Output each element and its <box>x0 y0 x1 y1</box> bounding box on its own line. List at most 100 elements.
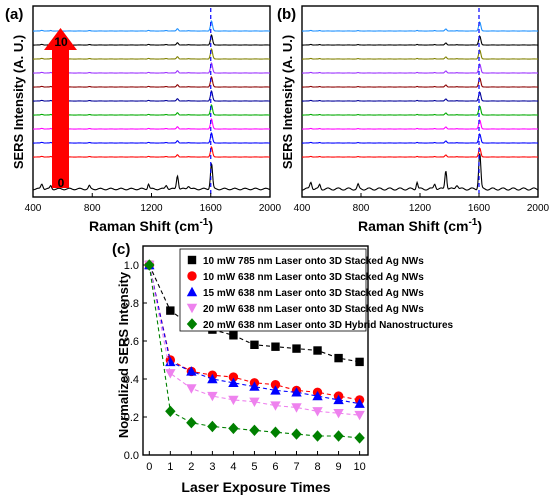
series-3-point-3 <box>207 391 218 402</box>
series-4-point-10 <box>354 432 365 444</box>
panel-c: (c) 0 1 2 3 4 5 6 7 8 9 10 0.0 0.2 0.4 0.6 0.8 1.0 10 mW… <box>112 241 454 495</box>
arrow-top-label: 10 <box>54 35 68 49</box>
series-4-point-4 <box>228 422 239 435</box>
series-2-point-5 <box>249 381 260 391</box>
spectrum-line-0 <box>302 153 539 191</box>
panel-b-xticks: 400 800 1200 1600 2000 <box>294 193 550 214</box>
series-4-point-6 <box>270 426 281 438</box>
series-2-point-9 <box>333 394 344 405</box>
legend-label-2: 15 mW 638 nm Laser onto 3D Stacked Ag NW… <box>203 288 424 299</box>
panel-c-ylabel: Normalized SERS Intensity <box>116 271 131 438</box>
series-2-point-6 <box>270 385 281 395</box>
arrow-head <box>44 28 77 50</box>
series-4-point-8 <box>312 430 323 442</box>
series-4-point-2 <box>186 417 197 429</box>
series-4-point-7 <box>291 428 302 440</box>
spectrum-line-0 <box>33 163 271 191</box>
spectrum-line-3 <box>33 117 270 130</box>
spectrum-line-4 <box>33 103 270 116</box>
series-2-point-2 <box>186 366 197 376</box>
panel-c-xtick-label-4: 4 <box>230 461 236 473</box>
panel-c-ytick-label-3: 0.6 <box>124 336 139 348</box>
panel-c-label: (c) <box>112 241 130 258</box>
panel-c-ytick-label-2: 0.4 <box>124 374 139 386</box>
panel-b-xlabel-end: ) <box>477 218 482 234</box>
panel-b: (b) 400 800 1200 1600 2000 SERS Intensity (A… <box>277 5 550 234</box>
series-0-point-8 <box>313 346 322 355</box>
panel-a-xtick-label-0: 400 <box>25 203 42 214</box>
series-0-point-4 <box>229 331 238 340</box>
spectrum-line-7 <box>33 61 270 74</box>
series-3-point-1 <box>165 369 176 379</box>
legend-label-0: 10 mW 785 nm Laser onto 3D Stacked Ag NW… <box>203 256 424 267</box>
panel-a-xtick-label-4: 2000 <box>259 203 282 214</box>
panel-b-xtick-label-2: 1200 <box>409 203 432 214</box>
series-3-point-7 <box>291 403 302 413</box>
spectrum-line-3 <box>302 118 538 130</box>
series-0-point-9 <box>334 353 343 363</box>
series-2-point-8 <box>312 390 323 401</box>
panel-b-xlabel-main: Raman Shift (cm <box>358 218 468 234</box>
series-3-point-5 <box>249 397 260 407</box>
legend-marker-4 <box>186 318 198 330</box>
spectrum-line-1 <box>33 145 270 158</box>
panel-a-xlabel-end: ) <box>208 218 213 234</box>
series-3-point-6 <box>270 401 281 411</box>
panel-b-xtick-label-0: 400 <box>294 203 311 214</box>
series-3-point-4 <box>228 395 239 406</box>
spectrum-line-4 <box>302 104 538 116</box>
legend-marker-1 <box>187 271 197 281</box>
series-4-point-5 <box>249 424 260 436</box>
series-1-point-4 <box>228 372 239 382</box>
panel-c-xtick-label-0: 0 <box>146 461 152 473</box>
panel-b-ylabel: SERS Intensity (A. U.) <box>280 35 295 169</box>
panel-a-xtick-label-2: 1200 <box>140 203 163 214</box>
spectrum-line-6 <box>302 76 538 88</box>
arrow-bottom-label: 0 <box>58 176 65 190</box>
panel-c-xtick-label-1: 1 <box>167 461 173 473</box>
panel-c-series <box>144 259 365 444</box>
arrow-shaft <box>52 48 69 188</box>
spectrum-line-8 <box>33 47 270 60</box>
spectrum-line-1 <box>302 146 538 158</box>
panel-c-xtick-label-10: 10 <box>353 461 365 473</box>
series-2-point-4 <box>228 377 239 387</box>
series-0-point-10 <box>355 357 364 367</box>
panel-b-label: (b) <box>277 6 296 23</box>
panel-c-ytick-label-0: 0.0 <box>124 450 139 462</box>
series-4-point-3 <box>207 420 218 433</box>
panel-b-frame <box>301 5 539 198</box>
spectrum-line-9 <box>302 34 538 46</box>
panel-c-ytick-label-5: 1.0 <box>124 260 139 272</box>
series-4-point-0 <box>144 259 155 271</box>
series-4-point-9 <box>333 430 344 442</box>
panel-b-spectra <box>302 20 539 191</box>
panel-c-frame <box>142 245 369 456</box>
legend-marker-2 <box>186 286 198 297</box>
panel-c-xtick-label-8: 8 <box>314 461 320 473</box>
panel-c-xtick-label-6: 6 <box>272 461 278 473</box>
panel-c-xlabel: Laser Exposure Times <box>181 479 330 495</box>
spectrum-line-5 <box>302 90 538 102</box>
series-2-point-10 <box>354 398 365 408</box>
spectrum-line-2 <box>33 131 270 144</box>
panel-b-xtick-label-4: 2000 <box>527 203 550 214</box>
panel-a-xlabel-sup: -1 <box>199 217 208 228</box>
panel-b-xlabel: Raman Shift (cm-1) <box>358 217 482 234</box>
spectrum-line-7 <box>302 62 538 74</box>
series-2-point-7 <box>291 387 302 397</box>
series-3-point-9 <box>333 409 344 419</box>
series-0-point-7 <box>292 344 301 353</box>
series-1-point-6 <box>270 380 281 390</box>
series-0-point-6 <box>271 342 280 351</box>
series-line-3 <box>148 264 360 416</box>
legend-label-1: 10 mW 638 nm Laser onto 3D Stacked Ag NW… <box>203 272 424 283</box>
panel-c-legend: 10 mW 785 nm Laser onto 3D Stacked Ag NW… <box>179 248 454 332</box>
legend-marker-3 <box>186 303 198 314</box>
legend-label-4: 20 mW 638 nm Laser onto 3D Hybrid Nanost… <box>203 320 454 331</box>
panel-a: (a) 10 0 400 800 1200 1600 2000 SERS Intensi… <box>5 5 282 234</box>
panel-a-xlabel: Raman Shift (cm-1) <box>89 217 213 234</box>
panel-a-xtick-label-3: 1600 <box>200 203 223 214</box>
panel-a-xtick-label-1: 800 <box>84 203 101 214</box>
